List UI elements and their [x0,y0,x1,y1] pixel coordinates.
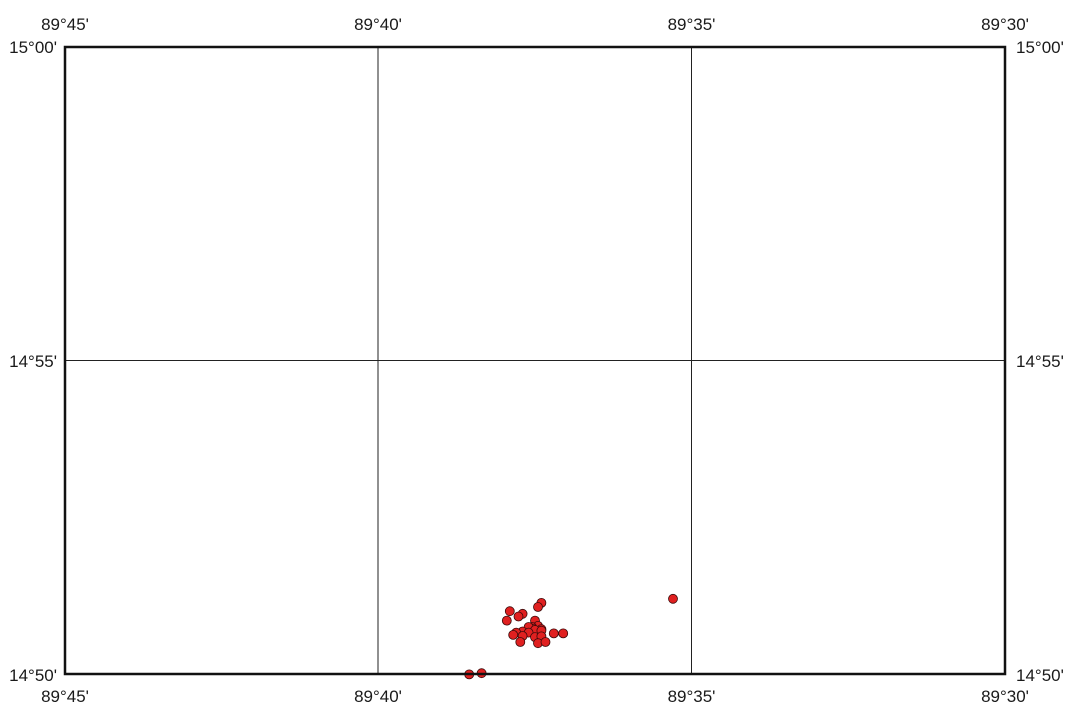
map-point-21 [508,630,519,640]
lon-label-bottom-89-40: 89°40' [354,687,402,706]
lon-label-bottom-89-35: 89°35' [668,687,716,706]
lat-label-right-14-50: 14°50' [1016,666,1064,685]
lat-label-right-14-55: 14°55' [1016,352,1064,371]
lat-label-left-14-50: 14°50' [9,666,57,685]
map-point-23 [540,637,551,647]
map-point-2 [533,602,543,612]
points-layer [464,593,678,680]
lat-labels-right: 15°00' 14°55' 14°50' [1016,38,1064,685]
map-point-0 [668,593,678,604]
map-point-4 [513,611,524,622]
lat-label-left-15-00: 15°00' [9,38,57,57]
map-frame [63,45,1007,676]
map-point-24 [515,637,526,647]
map-point-17 [558,628,569,639]
lon-label-bottom-89-45: 89°45' [41,687,89,706]
lat-label-right-15-00: 15°00' [1016,38,1064,57]
map-point-25 [501,615,512,626]
map-point-26 [504,606,515,617]
lon-label-bottom-89-30: 89°30' [981,687,1029,706]
lat-label-left-14-55: 14°55' [9,352,57,371]
graticule [65,47,1005,674]
lon-label-top-89-40: 89°40' [354,15,402,34]
map-point-16 [548,628,559,639]
lon-labels-top: 89°45' 89°40' 89°35' 89°30' [41,15,1029,34]
lon-labels-bottom: 89°45' 89°40' 89°35' 89°30' [41,687,1029,706]
lon-label-top-89-30: 89°30' [981,15,1029,34]
lat-labels-left: 15°00' 14°55' 14°50' [9,38,57,685]
lon-label-top-89-35: 89°35' [668,15,716,34]
lon-label-top-89-45: 89°45' [41,15,89,34]
